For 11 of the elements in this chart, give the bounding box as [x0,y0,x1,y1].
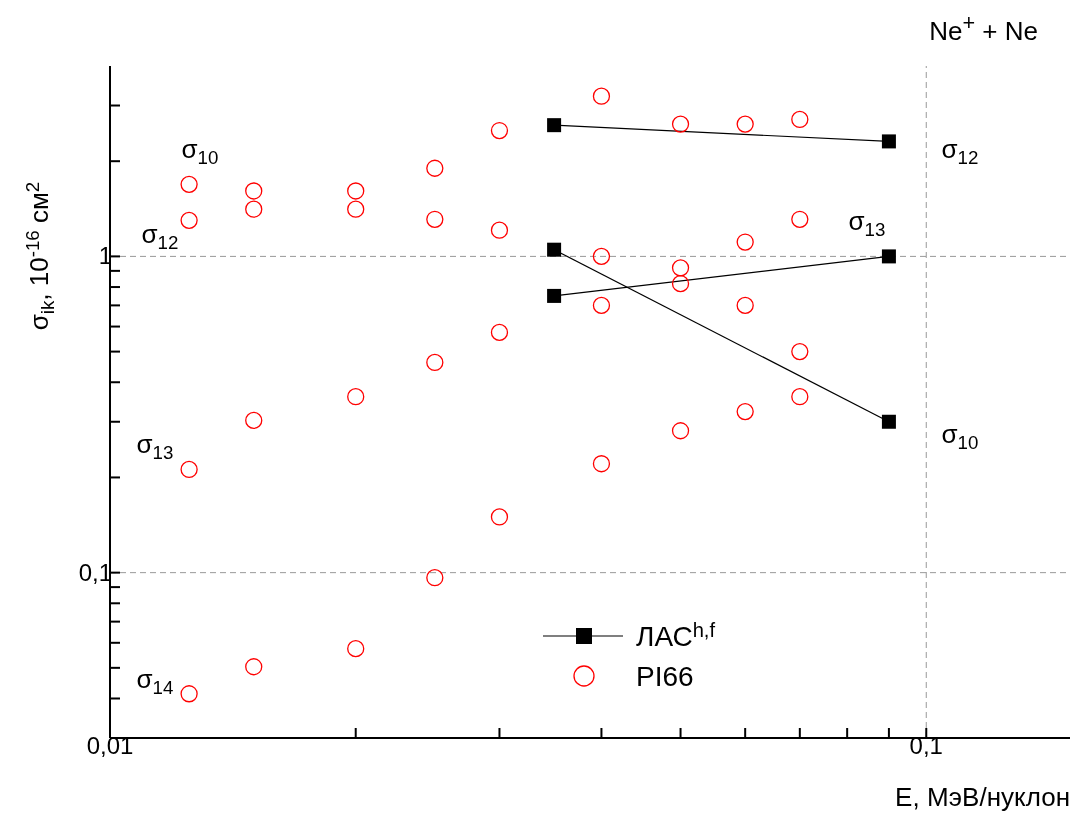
annotation: σ$_{14}$ [136,664,174,698]
x-axis-title: E, МэВ/нуклон [895,782,1070,812]
chart-title: Ne$^{+}$ + Ne [929,10,1038,46]
annotation: σ$_{10}$ [941,419,979,453]
annotation: σ$_{10}$ [181,134,219,168]
annotation: σ$_{12}$ [141,219,179,253]
annotation: σ$_{13}$ [136,429,174,463]
legend-label: ЛАС$^{h,f}$ [636,619,716,652]
annotation: σ$_{13}$ [848,206,886,240]
annotation: σ$_{12}$ [941,134,979,168]
legend-label: PI66 [636,661,694,692]
